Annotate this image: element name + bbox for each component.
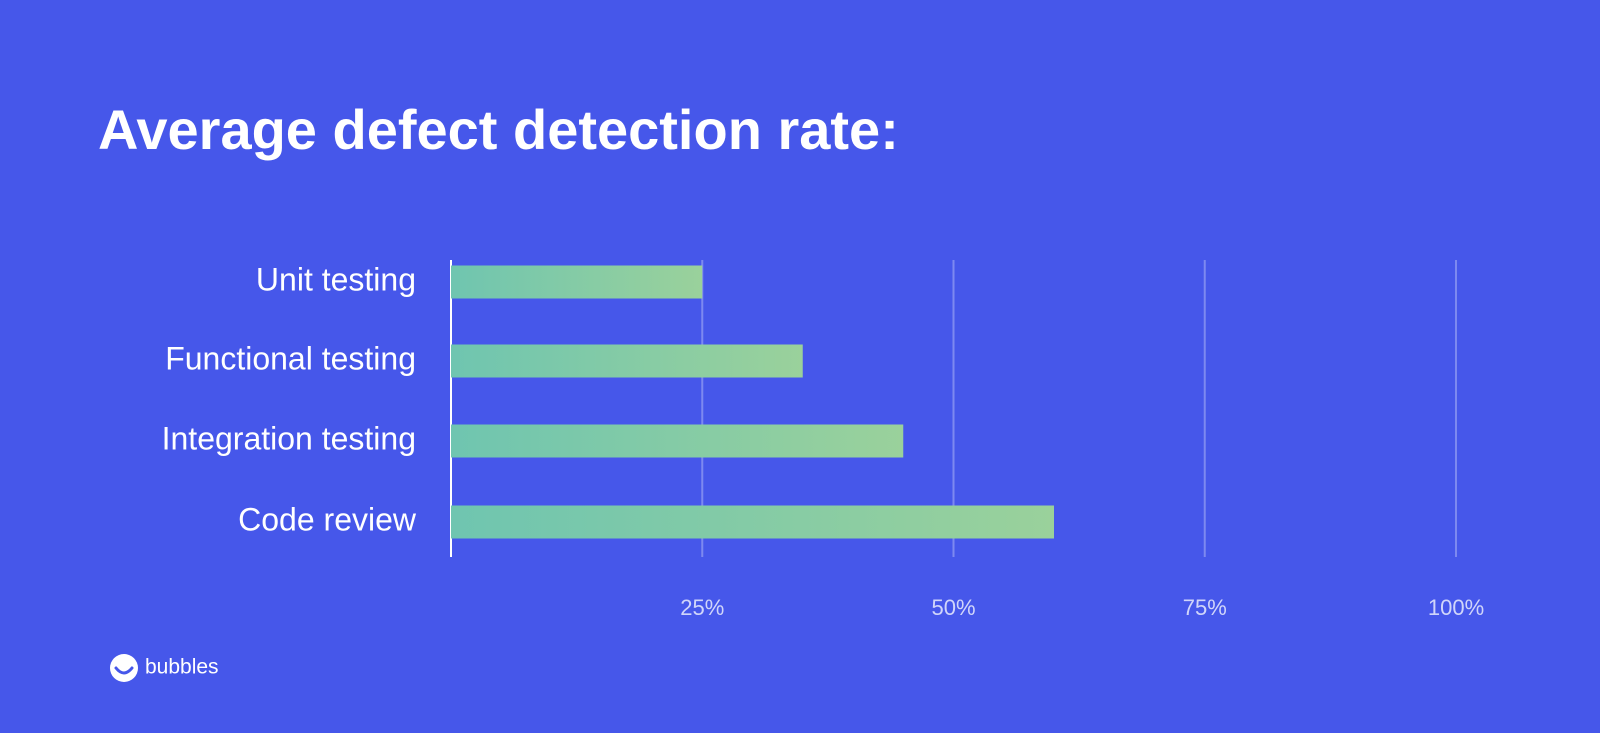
bar — [451, 424, 904, 458]
y-tick-label: Integration testing — [162, 420, 416, 456]
x-tick-label: 50% — [931, 595, 975, 620]
y-tick-label: Code review — [238, 501, 417, 537]
logo-icon — [110, 654, 138, 682]
bar — [451, 265, 703, 299]
logo-smile — [114, 666, 134, 675]
logo: bubbles — [110, 654, 219, 682]
bar — [451, 505, 1054, 539]
y-tick-label: Functional testing — [165, 340, 416, 376]
bar — [451, 344, 803, 378]
x-tick-label: 100% — [1428, 595, 1484, 620]
chart-title: Average defect detection rate: — [98, 98, 899, 161]
x-tick-label: 25% — [680, 595, 724, 620]
x-tick-label: 75% — [1183, 595, 1227, 620]
logo-text: bubbles — [145, 656, 219, 679]
y-tick-label: Unit testing — [256, 261, 416, 297]
